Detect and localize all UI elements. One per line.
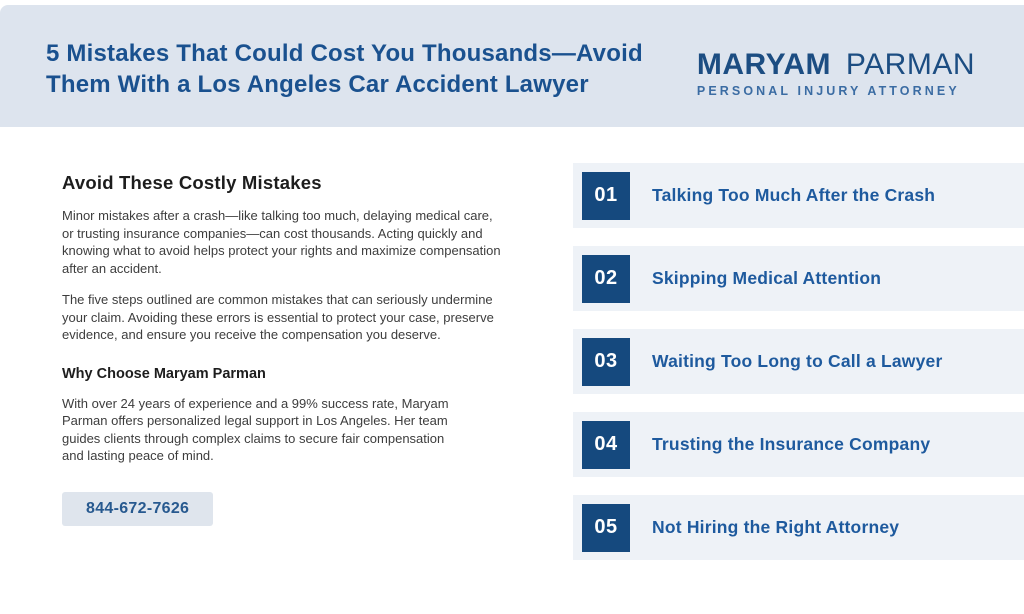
brand-tagline: PERSONAL INJURY ATTORNEY [696,84,960,98]
list-item-5: 05 Not Hiring the Right Attorney [573,495,1024,560]
brand-name-last: PARMAN [845,48,975,81]
item-number-badge: 02 [582,254,630,303]
list-item-1: 01 Talking Too Much After the Crash [573,163,1024,228]
intro-paragraph-1: Minor mistakes after a crash—like talkin… [62,208,501,276]
item-title: Talking Too Much After the Crash [652,185,936,205]
why-choose-paragraph: With over 24 years of experience and a 9… [62,395,449,464]
item-title: Waiting Too Long to Call a Lawyer [652,351,943,371]
mistakes-list: 01 Talking Too Much After the Crash 02 S… [573,163,1024,578]
item-number-badge: 03 [582,337,630,386]
phone-number-button[interactable]: 844-672-7626 [62,491,214,526]
item-title: Trusting the Insurance Company [652,434,931,454]
item-title: Not Hiring the Right Attorney [652,517,900,537]
intro-paragraph-2: The five steps outlined are common mista… [62,292,494,342]
item-number-badge: 05 [582,503,630,552]
page-title: 5 Mistakes That Could Cost You Thousands… [46,40,643,98]
item-title: Skipping Medical Attention [652,268,882,288]
section-heading: Avoid These Costly Mistakes [62,172,322,193]
item-number-badge: 04 [582,420,630,469]
list-item-4: 04 Trusting the Insurance Company [573,412,1024,477]
brand-name: MARYAM PARMAN [697,49,975,81]
header-band: 5 Mistakes That Could Cost You Thousands… [0,5,1024,127]
list-item-3: 03 Waiting Too Long to Call a Lawyer [573,329,1024,394]
list-item-2: 02 Skipping Medical Attention [573,246,1024,311]
item-number-badge: 01 [582,171,630,220]
why-choose-heading: Why Choose Maryam Parman [62,365,266,382]
intro-section: Avoid These Costly Mistakes Minor mistak… [62,172,502,526]
brand-logo: MARYAM PARMAN PERSONAL INJURY ATTORNEY [696,49,975,99]
brand-name-first: MARYAM [696,48,832,81]
